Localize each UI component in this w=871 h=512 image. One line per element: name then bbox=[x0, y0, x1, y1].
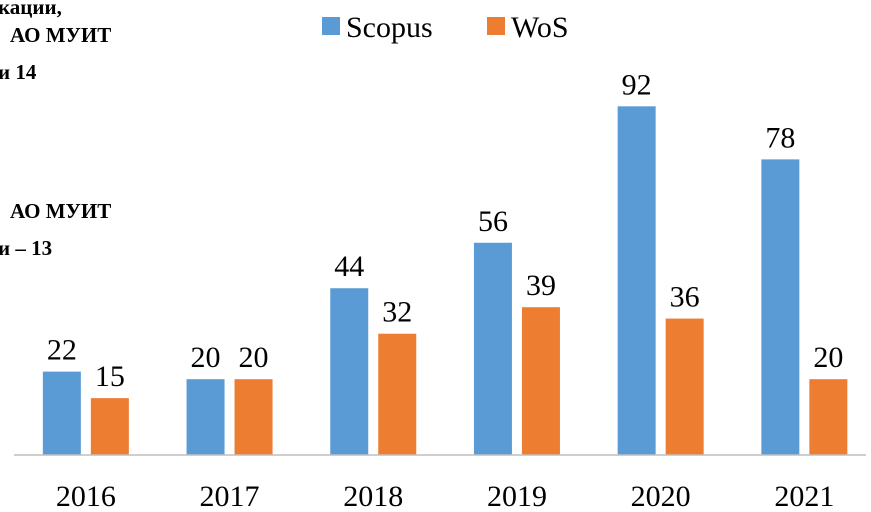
bar bbox=[234, 379, 273, 455]
legend-label: WoS bbox=[511, 11, 569, 44]
x-tick-label: 2017 bbox=[200, 480, 260, 512]
value-label: 15 bbox=[95, 360, 125, 393]
bar bbox=[378, 333, 417, 455]
annotation: кации, bbox=[0, 0, 62, 19]
value-label: 20 bbox=[191, 341, 221, 374]
value-label: 20 bbox=[239, 341, 269, 374]
bar bbox=[809, 379, 848, 455]
bar bbox=[42, 371, 81, 455]
value-label: 20 bbox=[813, 341, 843, 374]
x-tick-label: 2016 bbox=[56, 480, 116, 512]
x-tick-label: 2019 bbox=[487, 480, 547, 512]
value-label: 32 bbox=[382, 296, 412, 329]
legend-swatch bbox=[322, 17, 340, 35]
value-label: 36 bbox=[670, 281, 700, 314]
bar bbox=[90, 398, 129, 455]
bar bbox=[473, 242, 512, 455]
annotation: и – 13 bbox=[0, 236, 52, 260]
x-tick-label: 2018 bbox=[343, 480, 403, 512]
value-label: 44 bbox=[334, 250, 364, 283]
annotation: и 14 bbox=[0, 60, 37, 84]
bar bbox=[330, 288, 369, 455]
value-label: 22 bbox=[47, 334, 77, 367]
value-label: 92 bbox=[622, 68, 652, 101]
bar bbox=[186, 379, 225, 455]
value-label: 39 bbox=[526, 269, 556, 302]
bar bbox=[521, 307, 560, 455]
annotation: АО МУИТ bbox=[10, 199, 111, 223]
value-label: 56 bbox=[478, 205, 508, 238]
x-tick-label: 2021 bbox=[774, 480, 834, 512]
bar bbox=[617, 106, 656, 455]
legend-swatch bbox=[487, 17, 505, 35]
bar bbox=[665, 318, 704, 455]
x-tick-label: 2020 bbox=[631, 480, 691, 512]
legend-label: Scopus bbox=[346, 11, 433, 44]
bar bbox=[761, 159, 800, 455]
value-label: 78 bbox=[765, 121, 795, 154]
annotation: АО МУИТ bbox=[10, 23, 111, 47]
